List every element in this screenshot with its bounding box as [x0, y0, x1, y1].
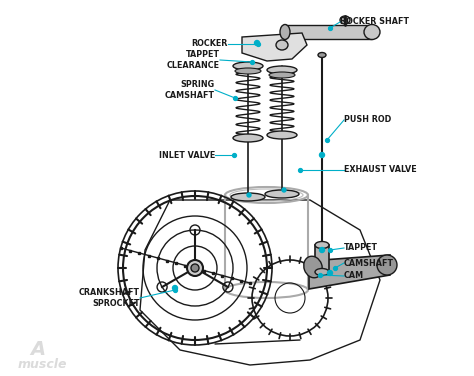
- Text: muscle: muscle: [18, 358, 67, 371]
- Ellipse shape: [318, 53, 326, 58]
- Text: ROCKER SHAFT: ROCKER SHAFT: [340, 18, 409, 26]
- Ellipse shape: [364, 24, 380, 39]
- Ellipse shape: [269, 72, 295, 78]
- Ellipse shape: [265, 190, 299, 198]
- Ellipse shape: [187, 260, 203, 276]
- Ellipse shape: [233, 134, 263, 142]
- Ellipse shape: [235, 68, 261, 74]
- Text: SPRING
CAMSHAFT: SPRING CAMSHAFT: [165, 80, 215, 100]
- Text: CRANKSHAFT
SPROCKET: CRANKSHAFT SPROCKET: [79, 288, 140, 308]
- Ellipse shape: [231, 193, 265, 201]
- Text: TAPPET
CLEARANCE: TAPPET CLEARANCE: [167, 50, 220, 70]
- Ellipse shape: [276, 40, 288, 50]
- Text: TAPPET: TAPPET: [344, 244, 378, 253]
- Ellipse shape: [319, 247, 325, 253]
- Polygon shape: [242, 33, 307, 61]
- Ellipse shape: [304, 256, 322, 278]
- Ellipse shape: [247, 193, 251, 197]
- Ellipse shape: [280, 24, 290, 39]
- Ellipse shape: [319, 153, 325, 158]
- Ellipse shape: [318, 243, 326, 247]
- Ellipse shape: [315, 241, 329, 249]
- Ellipse shape: [282, 188, 286, 192]
- Bar: [315, 245, 329, 272]
- Text: EXHAUST VALVE: EXHAUST VALVE: [344, 165, 417, 174]
- Text: CAMSHAFT: CAMSHAFT: [344, 259, 394, 267]
- Polygon shape: [285, 25, 372, 39]
- Ellipse shape: [267, 131, 297, 139]
- Ellipse shape: [173, 285, 177, 291]
- Ellipse shape: [328, 270, 332, 276]
- Text: PUSH ROD: PUSH ROD: [344, 115, 391, 124]
- Ellipse shape: [267, 66, 297, 74]
- Ellipse shape: [340, 16, 350, 24]
- Ellipse shape: [377, 255, 397, 275]
- Ellipse shape: [233, 62, 263, 70]
- Ellipse shape: [255, 41, 259, 45]
- Polygon shape: [309, 255, 390, 289]
- Text: CAM: CAM: [344, 271, 364, 280]
- Text: ROCKER: ROCKER: [191, 39, 228, 49]
- Text: A: A: [30, 340, 45, 359]
- Ellipse shape: [315, 268, 329, 276]
- Text: INLET VALVE: INLET VALVE: [159, 150, 215, 159]
- Ellipse shape: [191, 264, 199, 272]
